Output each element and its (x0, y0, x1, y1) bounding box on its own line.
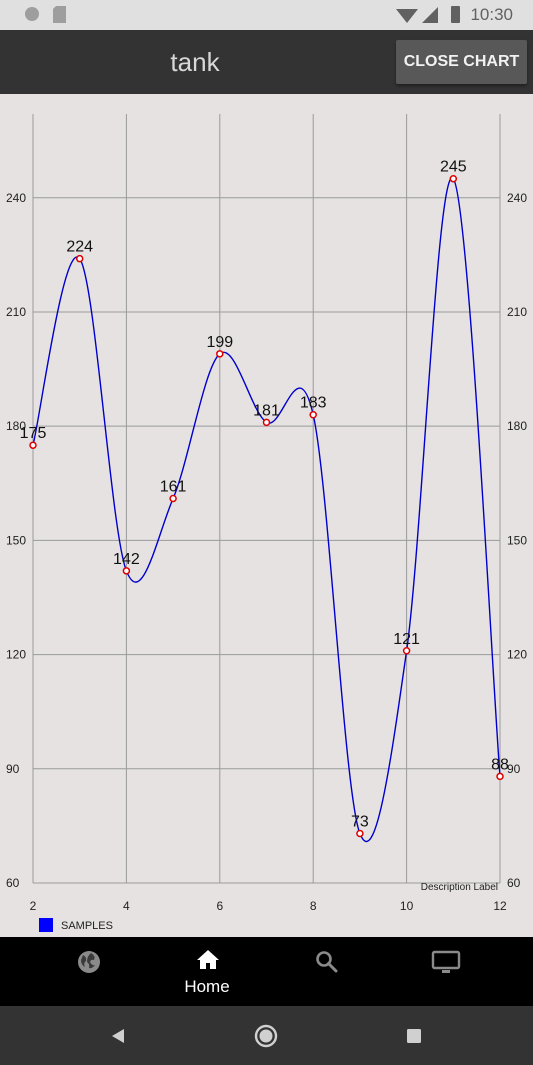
x-tick-label: 8 (310, 899, 317, 913)
x-tick-label: 6 (216, 899, 223, 913)
data-point (262, 418, 271, 427)
y-tick-label-left: 60 (6, 876, 20, 890)
data-label: 245 (440, 159, 467, 176)
x-tick-label: 2 (30, 899, 37, 913)
sd-card-icon (53, 6, 66, 23)
y-tick-label-right: 150 (507, 533, 527, 547)
y-tick-label-right: 60 (507, 876, 521, 890)
chart-description: Description Label (421, 882, 498, 893)
data-label: 175 (20, 425, 47, 442)
y-tick-label-right: 180 (507, 419, 527, 433)
status-time: 10:30 (470, 5, 513, 24)
close-chart-button[interactable]: CLOSE CHART (396, 40, 527, 84)
y-tick-label-left: 210 (6, 305, 26, 319)
x-tick-label: 10 (400, 899, 414, 913)
notification-icon (25, 7, 39, 21)
data-point (496, 772, 504, 781)
data-point (402, 647, 411, 655)
status-bar: 10:30 (0, 0, 533, 30)
nav-item-search[interactable] (267, 937, 385, 1006)
globe-icon (78, 951, 100, 973)
data-label: 88 (491, 756, 509, 773)
data-label: 161 (160, 479, 187, 496)
data-label: 181 (253, 402, 280, 419)
data-label: 224 (66, 239, 93, 256)
y-tick-label-left: 90 (6, 762, 20, 776)
data-point (169, 494, 177, 503)
x-tick-label: 12 (493, 899, 507, 913)
search-icon (316, 951, 338, 973)
home-circle-icon[interactable] (250, 1020, 282, 1052)
chart-area: 2 4 6 8 10 12 60 60 90 90 120 120 150 150 180 180 210 210… (0, 94, 533, 937)
y-tick-label-right: 120 (507, 648, 527, 662)
y-tick-label-left: 180 (6, 419, 26, 433)
data-label: 199 (206, 334, 233, 351)
bottom-navigation: Home (0, 937, 533, 1006)
nav-item-home[interactable]: Home (148, 937, 266, 1006)
data-point (122, 567, 131, 575)
app-bar: tank CLOSE CHART (0, 30, 533, 94)
battery-icon (451, 6, 460, 23)
data-point (216, 350, 224, 358)
data-point (309, 410, 317, 419)
home-icon (197, 950, 219, 969)
back-icon[interactable] (102, 1020, 134, 1052)
x-tick-label: 4 (123, 899, 130, 913)
nav-label-home: Home (184, 977, 230, 996)
nav-item-globe[interactable] (29, 937, 147, 1006)
y-tick-label-right: 240 (507, 191, 527, 205)
data-point (356, 829, 364, 838)
y-tick-label-left: 120 (6, 648, 26, 662)
series-line-samples (32, 177, 501, 843)
y-tick-label-right: 90 (507, 762, 521, 776)
recents-icon[interactable] (398, 1020, 430, 1052)
signal-icon (422, 7, 438, 23)
wifi-icon (396, 9, 418, 23)
y-tick-label-right: 210 (507, 305, 527, 319)
data-point (75, 254, 84, 263)
app-title: tank (170, 47, 220, 77)
data-point (29, 441, 37, 449)
nav-item-monitor[interactable] (386, 937, 504, 1006)
legend-swatch (39, 918, 53, 932)
data-label: 183 (300, 395, 327, 412)
data-label: 73 (351, 814, 369, 831)
data-label: 121 (393, 631, 420, 648)
y-tick-label-left: 240 (6, 191, 26, 205)
y-tick-label-left: 150 (6, 533, 26, 547)
data-point (449, 174, 458, 183)
data-label: 142 (113, 551, 140, 568)
monitor-icon (431, 950, 461, 973)
system-navigation-bar (0, 1006, 533, 1065)
legend-label: SAMPLES (61, 920, 113, 932)
